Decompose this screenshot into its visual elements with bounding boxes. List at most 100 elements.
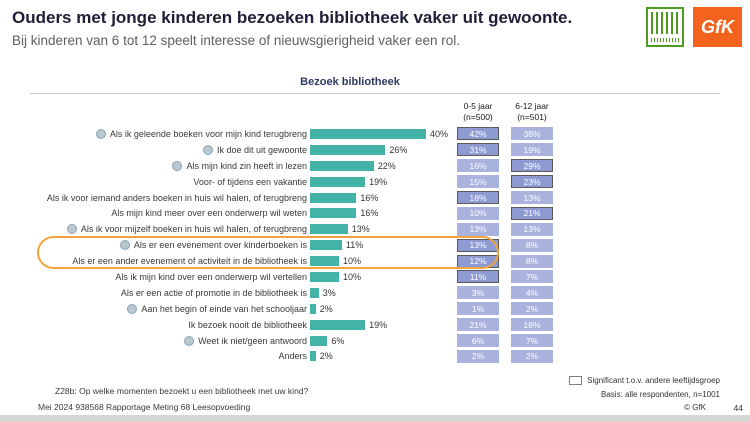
row-label: Aan het begin of einde van het schooljaa… — [35, 303, 307, 314]
bar-value: 2% — [319, 303, 333, 314]
row-icon — [119, 240, 130, 251]
cell-age-0-5: 13% — [457, 222, 499, 236]
chart-row: Als er een ander evenement of activiteit… — [35, 253, 725, 269]
bar-zone: 11% — [307, 240, 453, 251]
bar-value: 22% — [377, 160, 396, 171]
row-label-text: Aan het begin of einde van het schooljaa… — [141, 303, 307, 314]
bar — [310, 144, 386, 155]
cell-age-0-5: 13% — [457, 238, 499, 252]
row-label-text: Ik doe dit uit gewoonte — [216, 144, 307, 155]
library-barcode-logo — [646, 7, 684, 47]
bar-value: 11% — [345, 240, 364, 251]
cell-age-6-12: 21% — [511, 206, 553, 220]
bar-zone: 16% — [307, 208, 453, 219]
row-label: Ik bezoek nooit de bibliotheek — [35, 320, 307, 330]
cell-age-0-5: 6% — [457, 334, 499, 348]
cell-age-0-5: 15% — [457, 175, 499, 189]
chart-row: Aan het begin of einde van het schooljaa… — [35, 301, 725, 317]
cell-age-0-5: 1% — [457, 302, 499, 316]
bar — [310, 128, 426, 139]
row-label-text: Als ik geleende boeken voor mijn kind te… — [109, 128, 307, 139]
bar — [310, 335, 328, 346]
row-label: Als mijn kind zin heeft in lezen — [35, 160, 307, 171]
column-label: 6-12 jaar — [515, 100, 549, 111]
bar-value: 10% — [343, 271, 362, 282]
column-label: 0-5 jaar — [463, 100, 493, 111]
bar — [310, 271, 339, 282]
page-number: 44 — [733, 403, 743, 413]
row-label-text: Anders — [278, 351, 307, 362]
cell-age-6-12: 13% — [511, 222, 553, 236]
chart-rows: Als ik geleende boeken voor mijn kind te… — [35, 126, 725, 364]
gfk-logo: GfK — [693, 7, 742, 47]
basis-note: Basis: alle respondenten, n=1001 — [601, 390, 720, 399]
column-header-0-5: 0-5 jaar (n=500) — [457, 101, 499, 123]
row-label: Als er een actie of promotie in de bibli… — [35, 288, 307, 298]
chart-row: Voor- of tijdens een vakantie 19% 15% 23% — [35, 174, 725, 190]
cell-age-6-12: 23% — [511, 175, 553, 189]
row-icon — [184, 335, 195, 346]
cell-age-0-5: 16% — [457, 159, 499, 173]
chart-title: Bezoek bibliotheek — [300, 76, 400, 88]
page-title: Ouders met jonge kinderen bezoeken bibli… — [12, 8, 573, 27]
column-n: (n=501) — [517, 111, 547, 122]
page-subtitle: Bij kinderen van 6 tot 12 speelt interes… — [12, 33, 461, 48]
cell-age-6-12: 7% — [511, 334, 553, 348]
bar-value: 19% — [369, 176, 388, 187]
row-label-text: Als er een ander evenement of activiteit… — [72, 256, 307, 267]
cell-age-6-12: 18% — [511, 318, 553, 332]
cell-age-0-5: 2% — [457, 349, 499, 363]
row-icon — [127, 303, 138, 314]
bar-value: 26% — [389, 144, 408, 155]
row-label-text: Ik bezoek nooit de bibliotheek — [188, 319, 307, 330]
chart-area: 0-5 jaar (n=500) 6-12 jaar (n=501) Als i… — [35, 100, 725, 364]
bar-zone: 26% — [307, 144, 453, 155]
slide-bottom-edge — [0, 415, 750, 422]
chart-row: Als mijn kind meer over een onderwerp wi… — [35, 205, 725, 221]
cell-age-6-12: 13% — [511, 191, 553, 204]
column-n: (n=500) — [463, 111, 493, 122]
row-label-text: Als mijn kind meer over een onderwerp wi… — [111, 208, 307, 219]
bar — [310, 240, 342, 251]
bar-zone: 22% — [307, 160, 453, 171]
row-label: Als ik voor iemand anders boeken in huis… — [35, 193, 307, 203]
bar-value: 19% — [369, 319, 388, 330]
cell-age-0-5: 11% — [457, 270, 499, 284]
row-label-text: Weet ik niet/geen antwoord — [198, 335, 307, 346]
bar — [310, 256, 339, 267]
bar — [310, 287, 319, 298]
cell-age-0-5: 3% — [457, 286, 499, 300]
row-label: Als ik voor mijzelf boeken in huis wil h… — [35, 224, 307, 235]
row-label-text: Als ik voor mijzelf boeken in huis wil h… — [80, 224, 307, 235]
cell-age-0-5: 18% — [457, 191, 499, 204]
column-headers: 0-5 jaar (n=500) 6-12 jaar (n=501) — [35, 100, 725, 126]
bar-zone: 19% — [307, 319, 453, 330]
bar-value: 13% — [351, 224, 370, 235]
cell-age-6-12: 29% — [511, 159, 553, 173]
cell-age-0-5: 31% — [457, 143, 499, 157]
bar-zone: 13% — [307, 224, 453, 235]
row-label: Als ik mijn kind over een onderwerp wil … — [35, 272, 307, 282]
question-footnote: Z28b: Op welke momenten bezoekt u een bi… — [55, 386, 309, 396]
bar — [310, 319, 366, 330]
legend-swatch-icon — [569, 376, 583, 385]
divider-line — [30, 93, 720, 94]
bar-zone: 19% — [307, 176, 453, 187]
bar-value: 16% — [360, 208, 379, 219]
cell-age-0-5: 42% — [457, 127, 499, 141]
bar-zone: 10% — [307, 256, 453, 267]
row-icon — [95, 128, 106, 139]
source-footnote: Mei 2024 938568 Rapportage Meting 68 Lee… — [38, 402, 251, 412]
bar — [310, 303, 316, 314]
row-label-text: Als er een actie of promotie in de bibli… — [120, 287, 307, 298]
bar-value: 2% — [319, 351, 333, 362]
cell-age-0-5: 21% — [457, 318, 499, 332]
cell-age-6-12: 2% — [511, 349, 553, 363]
chart-row: Ik bezoek nooit de bibliotheek 19% 21% 18% — [35, 317, 725, 333]
row-icon — [66, 224, 77, 235]
row-label: Voor- of tijdens een vakantie — [35, 177, 307, 187]
row-label: Ik doe dit uit gewoonte — [35, 144, 307, 155]
significance-legend: Significant t.o.v. andere leeftijdsgroep — [569, 376, 720, 385]
row-label-text: Als er een evenement over kinderboeken i… — [133, 240, 307, 251]
bar-zone: 16% — [307, 192, 453, 203]
